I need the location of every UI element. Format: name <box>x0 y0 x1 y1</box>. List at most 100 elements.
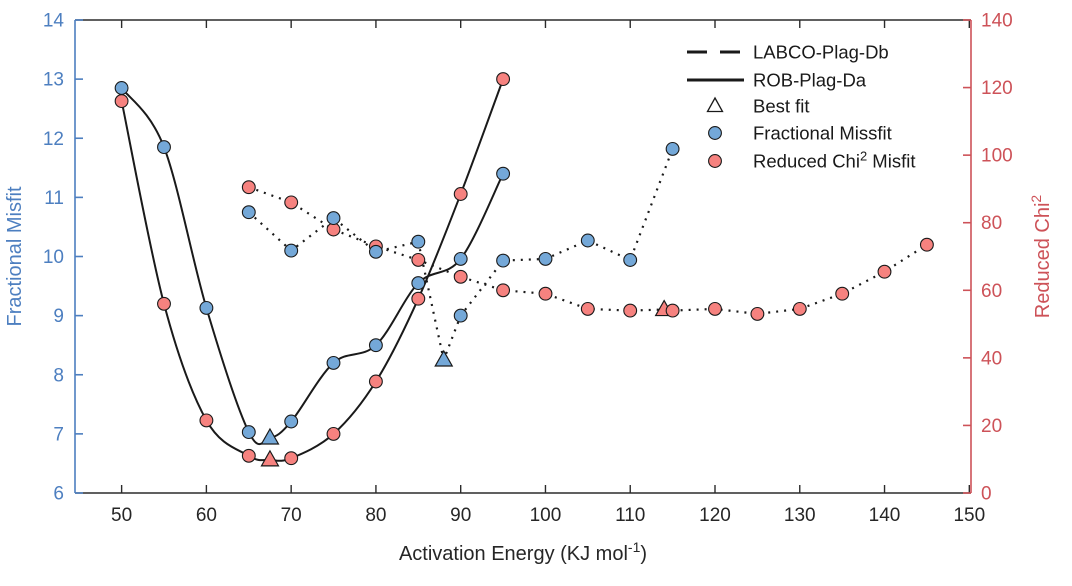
x-tick-label: 90 <box>450 505 471 526</box>
y-axis-title-left: Fractional Misfit <box>4 186 26 326</box>
data-point-marker <box>241 425 256 440</box>
legend-item-label: Reduced Chi2 Misfit <box>753 149 915 172</box>
y-right-tick-label: 40 <box>981 348 1002 369</box>
data-point-marker <box>665 141 680 156</box>
series-line-dotted <box>248 186 928 316</box>
data-point-marker <box>496 253 511 268</box>
superscript: -1 <box>628 539 641 555</box>
data-point-marker <box>453 269 468 284</box>
data-point-marker <box>326 355 341 370</box>
data-point-marker <box>411 252 426 267</box>
legend-item-label: Fractional Missfit <box>753 123 892 144</box>
series-line-dotted <box>248 148 674 364</box>
data-point-marker <box>199 413 214 428</box>
data-point-marker <box>368 374 383 389</box>
y-left-tick-label: 14 <box>43 11 65 32</box>
data-point-marker <box>623 253 638 267</box>
x-axis-title: Activation Energy (KJ mol-1) <box>399 539 647 565</box>
x-tick-label: 100 <box>530 505 562 526</box>
x-tick-label: 80 <box>365 505 386 526</box>
superscript: 2 <box>1028 195 1044 203</box>
x-tick-label: 50 <box>111 505 132 526</box>
data-point-marker <box>114 81 129 95</box>
legend-red-circle-icon <box>708 154 722 168</box>
data-point-marker <box>835 286 850 301</box>
y-left-tick-label: 11 <box>44 188 64 209</box>
x-tick-label: 70 <box>281 505 302 526</box>
data-point-marker <box>496 72 511 87</box>
y-axis-right-ticks: 0 20 40 60 80 100 120 140 <box>963 11 1013 505</box>
x-tick-label: 140 <box>869 505 901 526</box>
data-point-marker <box>326 426 341 441</box>
data-point-marker <box>241 448 256 463</box>
y-axis-left-ticks: 6 7 8 9 10 11 12 13 14 <box>43 11 83 505</box>
data-point-marker <box>580 301 595 316</box>
x-tick-label: 120 <box>699 505 731 526</box>
legend-item-label: Best fit <box>753 96 810 117</box>
data-point-marker <box>284 243 299 258</box>
best-fit-triangle-marker <box>260 449 280 467</box>
data-point-marker <box>411 234 426 249</box>
y-left-tick-label: 13 <box>43 70 64 91</box>
data-point-marker <box>157 140 171 155</box>
data-point-marker <box>114 94 129 109</box>
legend-item-label: LABCO-Plag-Db <box>753 42 889 63</box>
y-right-tick-label: 80 <box>981 213 1002 234</box>
data-point-marker <box>792 301 807 316</box>
y-right-tick-label: 100 <box>981 146 1013 167</box>
data-point-marker <box>284 451 299 466</box>
series-markers <box>114 72 934 467</box>
y-right-tick-label: 60 <box>981 281 1002 302</box>
series-line-solid <box>120 87 504 445</box>
x-axis-ticks: 50 60 70 80 90 100 110 120 130 140 150 <box>111 20 985 526</box>
data-point-marker <box>241 180 256 195</box>
data-point-marker <box>496 166 511 181</box>
x-tick-label: 130 <box>784 505 816 526</box>
data-point-marker <box>708 301 722 316</box>
data-point-marker <box>368 244 383 259</box>
y-left-tick-label: 9 <box>53 306 64 327</box>
data-point-marker <box>411 276 426 291</box>
y-left-tick-label: 8 <box>53 365 64 386</box>
data-point-marker <box>199 300 214 315</box>
legend: LABCO-Plag-Db ROB-Plag-Da Best fit Fraction… <box>687 42 915 172</box>
y-axis-title-right: Reduced Chi2 <box>1028 195 1054 319</box>
legend-blue-circle-icon <box>708 126 722 140</box>
data-point-marker <box>284 414 299 429</box>
data-point-marker <box>538 286 553 301</box>
data-point-marker <box>453 187 468 201</box>
data-point-marker <box>284 195 299 210</box>
legend-best-fit-triangle-icon <box>706 96 724 113</box>
y-right-tick-label: 120 <box>981 78 1013 99</box>
data-point-marker <box>453 251 468 266</box>
legend-item-label: ROB-Plag-Da <box>753 70 867 91</box>
x-tick-label: 60 <box>196 505 217 526</box>
x-tick-label: 110 <box>615 505 645 526</box>
data-point-marker <box>580 233 595 248</box>
best-fit-triangle-marker <box>260 427 280 445</box>
data-point-marker <box>411 291 426 306</box>
y-right-tick-label: 20 <box>981 416 1002 437</box>
data-point-marker <box>750 306 765 321</box>
data-point-marker <box>368 338 383 353</box>
y-right-tick-label: 140 <box>981 11 1013 32</box>
data-point-marker <box>496 283 511 298</box>
data-point-marker <box>453 308 468 323</box>
y-right-tick-label: 0 <box>981 484 992 505</box>
data-point-marker <box>877 264 892 279</box>
y-left-tick-label: 10 <box>43 247 64 268</box>
data-point-marker <box>157 296 171 311</box>
y-left-tick-label: 6 <box>53 484 64 505</box>
data-point-marker <box>326 211 341 226</box>
data-point-marker <box>538 251 553 266</box>
data-point-marker <box>623 303 638 318</box>
superscript: 2 <box>860 149 867 164</box>
y-left-tick-label: 12 <box>43 129 64 150</box>
data-point-marker <box>665 303 680 318</box>
data-point-marker <box>919 237 934 252</box>
x-tick-label: 150 <box>953 505 985 526</box>
best-fit-triangle-marker <box>434 349 454 367</box>
y-left-tick-label: 7 <box>53 424 64 445</box>
